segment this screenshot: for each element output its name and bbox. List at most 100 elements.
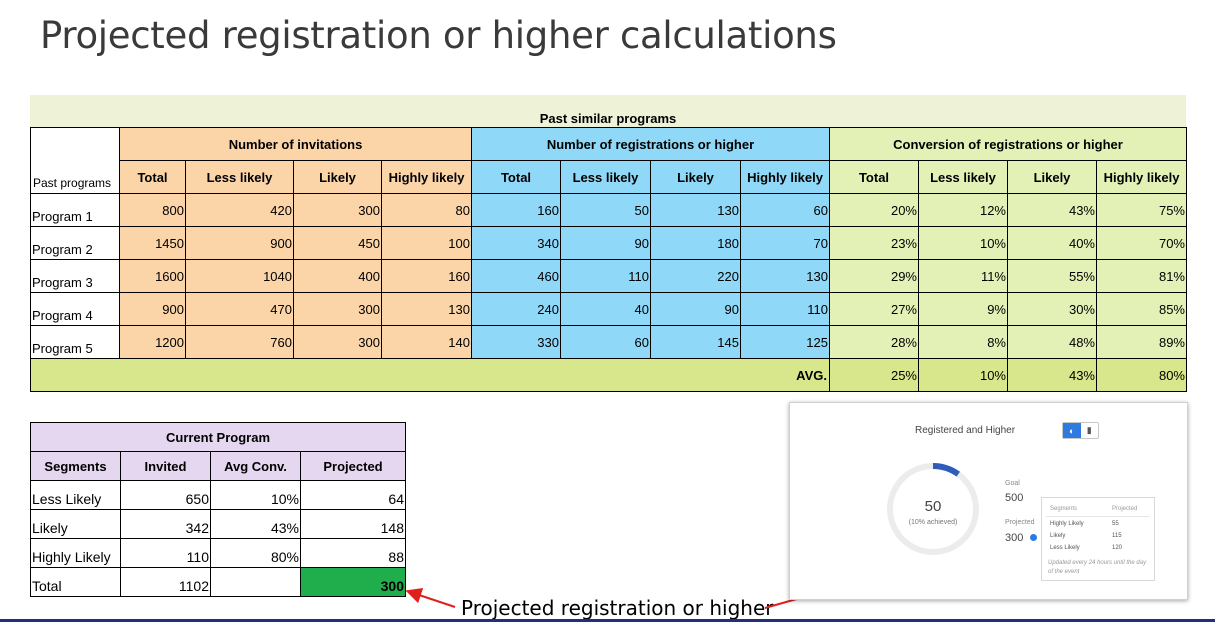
table-row: Highly Likely 110 80% 88: [30, 538, 406, 568]
table-cell: 180: [650, 226, 741, 260]
arrow-to-table: [405, 587, 456, 608]
column-header: Highly likely: [381, 160, 472, 194]
invited-cell: 110: [120, 538, 211, 568]
table-cell: 11%: [918, 259, 1008, 293]
program-label: Program 1: [30, 193, 120, 227]
tooltip-row-label: Less Likely: [1050, 545, 1080, 551]
table-cell: 110: [740, 292, 830, 326]
table-cell: 340: [471, 226, 561, 260]
table-cell: 60: [740, 193, 830, 227]
table-cell: 80: [381, 193, 472, 227]
tooltip-note: Updated every 24 hours until the day of …: [1048, 560, 1147, 575]
table-cell: 125: [740, 325, 830, 359]
table-cell: 450: [293, 226, 382, 260]
table-cell: 23%: [829, 226, 919, 260]
column-header: Total: [471, 160, 561, 194]
column-header: Less likely: [560, 160, 651, 194]
current-program-title: Current Program: [30, 422, 406, 452]
column-header: Total: [829, 160, 919, 194]
bar-chart-icon[interactable]: ▮: [1086, 425, 1092, 435]
table-cell: 1040: [185, 259, 294, 293]
table-cell: 40%: [1007, 226, 1097, 260]
table-cell: 100: [381, 226, 472, 260]
table-cell: 140: [381, 325, 472, 359]
table-cell: 89%: [1096, 325, 1187, 359]
table-cell: 160: [471, 193, 561, 227]
table-cell: 70%: [1096, 226, 1187, 260]
table-row: Total 1102 300: [30, 567, 406, 597]
tooltip-divider: [1046, 516, 1150, 517]
center-value: 50: [924, 498, 942, 515]
column-header: Segments: [30, 451, 121, 481]
donut-chart-icon[interactable]: ◐: [1063, 423, 1081, 438]
column-header: Less likely: [185, 160, 294, 194]
bottom-rule: [0, 619, 1215, 622]
column-header: Total: [119, 160, 186, 194]
info-icon[interactable]: [1030, 534, 1037, 541]
program-label: Program 4: [30, 292, 120, 326]
table-cell: 40: [560, 292, 651, 326]
table-cell: 400: [293, 259, 382, 293]
progress-donut: [887, 463, 979, 555]
table-cell: 1200: [119, 325, 186, 359]
table-cell: 90: [650, 292, 741, 326]
tooltip-header-segments: Segments: [1050, 506, 1078, 512]
table-cell: 60: [560, 325, 651, 359]
program-label: Program 2: [30, 226, 120, 260]
widget-title: Registered and Higher: [915, 425, 1016, 436]
table-row: Less Likely 650 10% 64: [30, 480, 406, 510]
column-header: Projected: [300, 451, 406, 481]
avg-conv-cell: 43%: [210, 509, 301, 539]
center-subtext: (10% achieved): [908, 519, 958, 526]
avg-conv-cell: [210, 567, 301, 597]
column-header: Invited: [120, 451, 211, 481]
table-cell: 130: [650, 193, 741, 227]
table-cell: 330: [471, 325, 561, 359]
program-label: Program 5: [30, 325, 120, 359]
table-cell: 1450: [119, 226, 186, 260]
tooltip-row-value: 115: [1112, 533, 1122, 539]
progress-arc: [932, 463, 961, 477]
table-cell: 70: [740, 226, 830, 260]
projected-value: 300: [1005, 532, 1024, 544]
projected-tooltip: Segments Projected Highly Likely 55 Like…: [1041, 497, 1155, 581]
chart-type-toggle[interactable]: ◐ ▮: [1062, 422, 1099, 439]
table-cell: 760: [185, 325, 294, 359]
table-cell: 9%: [918, 292, 1008, 326]
tooltip-row-value: 55: [1112, 521, 1119, 527]
table-cell: 43%: [1007, 193, 1097, 227]
slide-title: Projected registration or higher calcula…: [40, 14, 837, 57]
table-cell: 10%: [918, 226, 1008, 260]
tooltip-header-projected: Projected: [1112, 506, 1138, 512]
table-row: Program 4 900 470 300 130 240 40 90 110 27% 9% 30% 8…: [30, 292, 1187, 326]
table-cell: 130: [740, 259, 830, 293]
invited-cell: 342: [120, 509, 211, 539]
table-cell: 300: [293, 325, 382, 359]
avg-cell: 10%: [918, 358, 1008, 392]
tooltip-row-label: Highly Likely: [1050, 521, 1084, 527]
table-cell: 900: [185, 226, 294, 260]
avg-cell: 80%: [1096, 358, 1187, 392]
column-header: Avg Conv.: [210, 451, 301, 481]
column-header: Likely: [293, 160, 382, 194]
segment-label: Less Likely: [30, 480, 121, 510]
table-cell: 900: [119, 292, 186, 326]
projected-total-cell: 300: [300, 567, 406, 597]
table-cell: 30%: [1007, 292, 1097, 326]
avg-cell: 25%: [829, 358, 919, 392]
table-cell: 460: [471, 259, 561, 293]
table-row: Program 1 800 420 300 80 160 50 130 60 20% 12% 43% 7…: [30, 193, 1187, 227]
avg-conv-cell: 10%: [210, 480, 301, 510]
table-cell: 800: [119, 193, 186, 227]
column-header: Highly likely: [1096, 160, 1187, 194]
table-cell: 1600: [119, 259, 186, 293]
goal-label: Goal: [1005, 480, 1020, 487]
table-cell: 470: [185, 292, 294, 326]
table-cell: 110: [560, 259, 651, 293]
table-cell: 240: [471, 292, 561, 326]
past-programs-table: Past programs Number of invitations Number…: [30, 127, 1187, 392]
table-cell: 300: [293, 193, 382, 227]
projected-cell: 88: [300, 538, 406, 568]
registered-widget: Registered and Higher ◐ ▮ 50 (10% achiev…: [789, 402, 1188, 600]
projected-label: Projected: [1005, 519, 1035, 526]
